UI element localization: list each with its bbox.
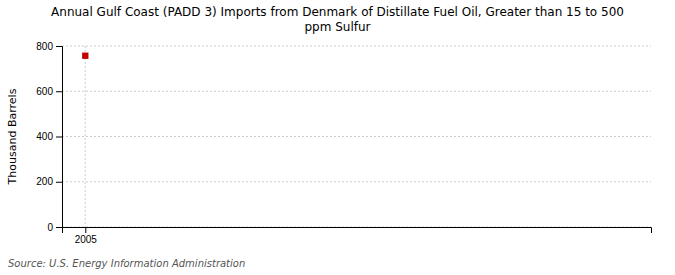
annotation: Source: U.S. Energy Information Administ… (8, 258, 245, 269)
grid-line (62, 181, 651, 182)
plot: 2005 0 200 400 600 800 (36, 41, 651, 245)
tick-mark (56, 46, 62, 47)
tick-label: 200 (36, 176, 53, 187)
tick: 0 (47, 222, 62, 233)
tick: 200 (36, 176, 62, 187)
points (82, 53, 88, 59)
tick: 2005 (75, 227, 98, 245)
grid (62, 46, 651, 227)
tick-mark (56, 182, 62, 183)
axis-line (56, 47, 63, 228)
tick-label: 800 (36, 41, 53, 52)
tick-label: 400 (36, 131, 53, 142)
x-axis: 2005 (63, 227, 652, 245)
tick: 800 (36, 41, 62, 52)
point (82, 53, 88, 59)
grid-line (85, 46, 86, 227)
title: Annual Gulf Coast (PADD 3) Imports from … (51, 5, 624, 34)
grid-line (62, 91, 651, 92)
tick-label: 2005 (75, 234, 98, 245)
chart: 2005 0 200 400 600 800 Annual Gulf Coast (PADD… (0, 0, 675, 275)
y-axis: 0 200 400 600 800 (36, 41, 62, 233)
tick-mark (56, 91, 62, 92)
tick-mark (85, 227, 86, 233)
tick-label: 0 (47, 222, 53, 233)
grid-line (62, 46, 651, 47)
tick-mark (56, 227, 62, 228)
tick-mark (56, 137, 62, 138)
tick-label: 600 (36, 86, 53, 97)
tick: 400 (36, 131, 62, 142)
tick: 600 (36, 86, 62, 97)
axis-title: Thousand Barrels (6, 88, 19, 185)
grid-line (62, 136, 651, 137)
axis-line (63, 228, 652, 234)
